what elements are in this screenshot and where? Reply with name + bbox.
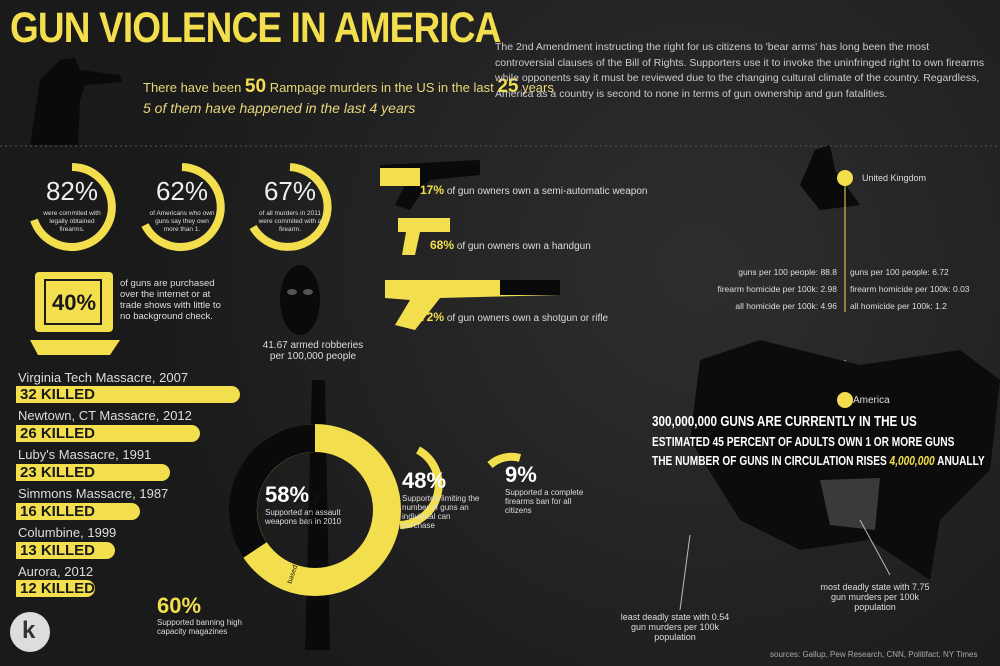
poll-text: Supported a complete firearms ban for al… bbox=[505, 488, 584, 515]
massacre-name: Columbine, 1999 bbox=[18, 525, 117, 540]
ring bbox=[487, 452, 522, 469]
us-map bbox=[690, 340, 1000, 580]
massacre-name: Aurora, 2012 bbox=[18, 564, 94, 579]
killed-bar: 26 KILLED bbox=[16, 425, 200, 442]
uk-dot bbox=[837, 170, 853, 186]
uk-stats: guns per 100 people: 6.72 firearm homicid… bbox=[850, 267, 970, 311]
weapon-stat: 17% of gun owners own a semi-automatic w… bbox=[420, 183, 648, 197]
ring-text: of Americans who own guns say they own m… bbox=[149, 210, 215, 233]
least-deadly: least deadly state with 0.54 gun murders… bbox=[620, 612, 730, 642]
us-dot bbox=[837, 392, 853, 408]
ring bbox=[30, 163, 116, 251]
headline: ESTIMATED 45 PERCENT OF ADULTS OWN 1 OR … bbox=[652, 434, 955, 449]
shooter-silhouette bbox=[30, 58, 122, 145]
poll-text: Supported banning high capacity magazine… bbox=[157, 618, 242, 636]
us-label: America bbox=[853, 395, 890, 406]
screen bbox=[44, 279, 102, 325]
poll-text: Supported an assault weapons ban in 2010 bbox=[265, 508, 342, 526]
rings bbox=[30, 163, 332, 251]
killed-bar: 32 KILLED bbox=[16, 386, 240, 403]
handgun-icon bbox=[398, 218, 450, 255]
logo-circle bbox=[10, 612, 50, 652]
weapon-stat: 72% of gun owners own a shotgun or rifle bbox=[420, 310, 609, 324]
poll-pct: 58% bbox=[265, 482, 310, 507]
most-deadly: most deadly state with 7.75 gun murders … bbox=[820, 582, 930, 612]
ring bbox=[399, 446, 443, 529]
ring-text: were commited with legally obtained fire… bbox=[43, 210, 101, 233]
uk-label: United Kingdom bbox=[862, 173, 927, 183]
killed-bar: 23 KILLED bbox=[16, 464, 170, 481]
killed-bar: 13 KILLED bbox=[16, 542, 115, 559]
intro-line: 5 of them have happened in the last 4 ye… bbox=[143, 100, 416, 116]
sources: sources: Gallup, Pew Research, CNN, Poli… bbox=[770, 650, 978, 659]
ring bbox=[249, 163, 332, 251]
massacre-name: Newtown, CT Massacre, 2012 bbox=[18, 408, 192, 423]
ring bbox=[141, 163, 225, 251]
internet-pct: 40% bbox=[52, 290, 97, 315]
ring-pct: 62% bbox=[155, 176, 209, 206]
headline: 300,000,000 GUNS ARE CURRENTLY IN THE US bbox=[652, 413, 917, 430]
massacre-name: Virginia Tech Massacre, 2007 bbox=[18, 370, 189, 385]
poll-pct: 60% bbox=[157, 593, 202, 618]
ring-pct: 67% bbox=[263, 176, 317, 206]
massacre-name: Luby's Massacre, 1991 bbox=[18, 447, 152, 462]
poll-pct: 48% bbox=[402, 468, 447, 493]
ring-text: of all murders in 2011 were commited wit… bbox=[258, 210, 322, 233]
killed-bar: 16 KILLED bbox=[16, 503, 140, 520]
logo: k bbox=[22, 617, 36, 644]
internet-text: of guns are purchased over the internet … bbox=[120, 278, 221, 322]
title: GUN VIOLENCE IN AMERICA bbox=[10, 4, 501, 52]
weapon-stat: 68% of gun owners own a handgun bbox=[430, 238, 591, 252]
paragraph: The 2nd Amendment instructing the right … bbox=[495, 41, 985, 100]
ring-pct: 82% bbox=[45, 176, 99, 206]
balaclava bbox=[280, 265, 320, 335]
most-deadly-state bbox=[820, 478, 880, 530]
massacre-name: Simmons Massacre, 1987 bbox=[18, 486, 169, 501]
robberies: 41.67 armed robberies per 100,000 people bbox=[262, 340, 364, 362]
poll-pct: 9% bbox=[505, 462, 537, 487]
us-stats: guns per 100 people: 88.8 firearm homicid… bbox=[717, 267, 837, 311]
keyboard bbox=[30, 340, 120, 355]
poll-text: Supported limiting the number of guns an… bbox=[402, 494, 480, 530]
headline: THE NUMBER OF GUNS IN CIRCULATION RISES … bbox=[652, 453, 985, 468]
intro: There have been 50 Rampage murders in th… bbox=[143, 76, 554, 97]
killed-bar: 12 KILLED bbox=[16, 580, 95, 597]
